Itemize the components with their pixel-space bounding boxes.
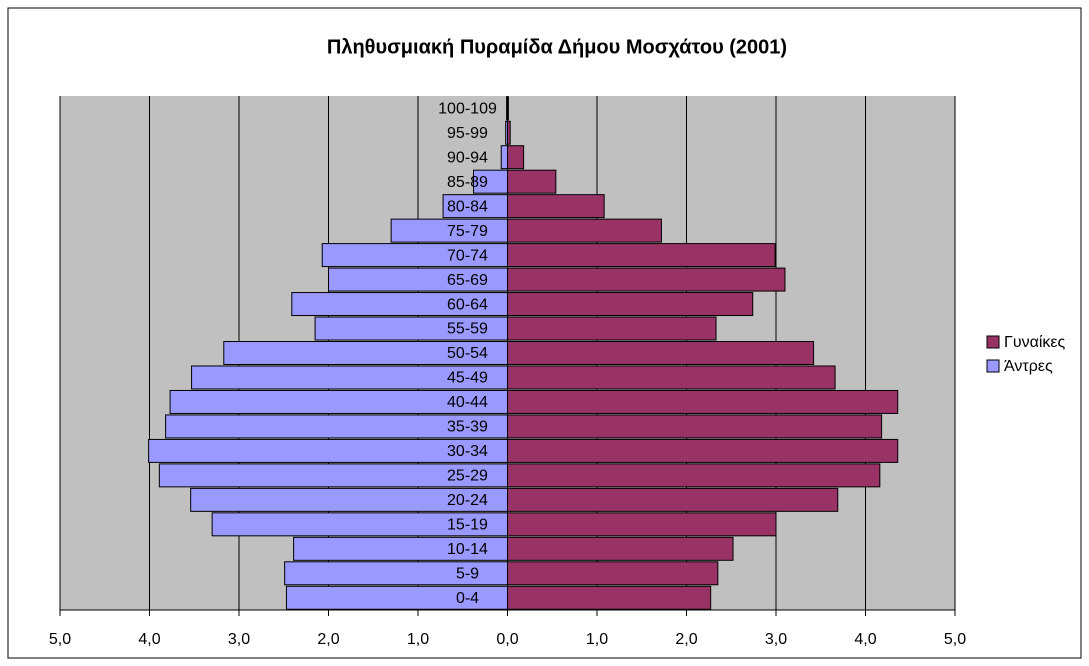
- bar: [507, 438, 899, 463]
- bar: [507, 561, 719, 586]
- bar: [507, 292, 754, 317]
- bar: [507, 267, 786, 292]
- x-tick-label: 1,0: [586, 631, 608, 648]
- x-tick-label: 4,0: [854, 631, 876, 648]
- x-tick-label: 4,0: [138, 631, 160, 648]
- y-tick-label: 10-14: [447, 541, 488, 558]
- x-tick-label: 3,0: [765, 631, 787, 648]
- x-tick-label: 2,0: [317, 631, 339, 648]
- y-tick-label: 30-34: [447, 443, 488, 460]
- bar: [507, 341, 815, 365]
- y-tick-label: 90-94: [447, 149, 488, 166]
- bar: [507, 194, 605, 219]
- legend-label: Άντρες: [1004, 358, 1053, 375]
- x-tick-label: 2,0: [675, 631, 697, 648]
- y-tick-label: 20-24: [447, 492, 488, 509]
- bar: [507, 218, 662, 243]
- bar: [507, 536, 734, 561]
- chart-title: Πληθυσμιακή Πυραμίδα Δήμου Μοσχάτου (200…: [327, 36, 787, 58]
- y-tick-label: 35-39: [447, 419, 488, 436]
- bar: [507, 487, 839, 512]
- bar: [507, 316, 717, 341]
- y-tick-label: 50-54: [447, 345, 488, 362]
- bar: [507, 512, 777, 537]
- x-tick-label: 0,0: [496, 631, 518, 648]
- y-tick-label: 55-59: [447, 321, 488, 338]
- y-tick-label: 95-99: [447, 125, 488, 142]
- y-tick-label: 40-44: [447, 394, 488, 411]
- y-tick-label: 80-84: [447, 198, 488, 215]
- y-tick-label: 0-4: [456, 590, 479, 607]
- bar: [507, 414, 883, 439]
- y-tick-label: 25-29: [447, 468, 488, 485]
- bar: [507, 145, 525, 170]
- y-tick-label: 45-49: [447, 370, 488, 387]
- x-tick-label: 5,0: [49, 631, 71, 648]
- x-tick-label: 3,0: [228, 631, 250, 648]
- bar: [507, 243, 776, 268]
- x-tick-label: 1,0: [407, 631, 429, 648]
- y-tick-label: 100-109: [438, 100, 497, 117]
- y-tick-label: 65-69: [447, 272, 488, 289]
- y-tick-label: 85-89: [447, 174, 488, 191]
- legend-swatch: [986, 359, 1000, 373]
- bar: [500, 145, 508, 170]
- bar: [507, 365, 836, 390]
- bar: [507, 585, 712, 610]
- legend-label: Γυναίκες: [1004, 334, 1066, 351]
- y-tick-label: 60-64: [447, 296, 488, 313]
- legend-swatch: [986, 335, 1000, 349]
- x-tick-label: 5,0: [944, 631, 966, 648]
- y-tick-label: 5-9: [456, 566, 479, 583]
- bar: [507, 389, 899, 414]
- y-tick-label: 70-74: [447, 247, 488, 264]
- bar: [507, 463, 881, 488]
- y-tick-label: 15-19: [447, 517, 488, 534]
- y-tick-label: 75-79: [447, 223, 488, 240]
- bar: [507, 169, 557, 194]
